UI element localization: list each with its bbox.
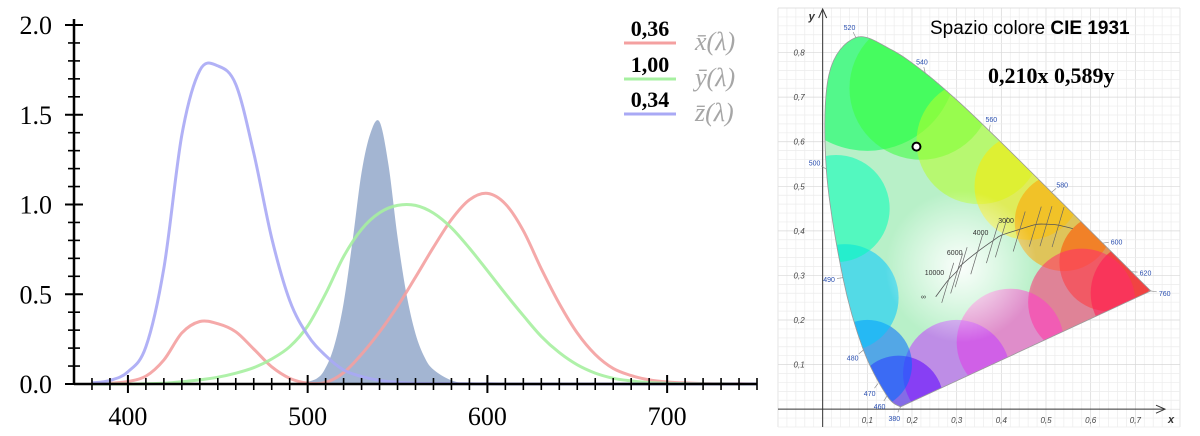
tick-layer: 0.0 0.5 1.0 1.5 2.0 400 500 600 700: [20, 11, 758, 431]
legend: 0,36 x̄(λ) 1,00 ȳ(λ) 0,34 z̄(λ): [624, 16, 735, 127]
wavelength-tick: [1051, 188, 1057, 193]
y-tick-label: 2.0: [20, 11, 53, 40]
wavelength-tick: [1102, 241, 1109, 244]
y-axis-label: y: [808, 11, 816, 23]
isotherm-line: [1012, 211, 1026, 252]
series-y-line: [91, 202, 757, 386]
isotherm-line: [954, 247, 968, 288]
wavelength-tick: [852, 32, 857, 38]
x-tick-label: 0,5: [1040, 416, 1052, 425]
x-tick-label: 400: [108, 402, 147, 431]
wavelength-label: 580: [1056, 182, 1068, 189]
legend-label-x: x̄(λ): [694, 27, 735, 56]
wavelength-label: 560: [986, 117, 998, 124]
y-tick-label: 1.0: [20, 191, 53, 220]
isotherm-line: [950, 253, 964, 294]
x-axis-arrow: [1155, 404, 1167, 414]
x-tick-label: 500: [288, 402, 327, 431]
x-tick-label: 0,4: [996, 416, 1008, 425]
wavelength-tick: [836, 277, 843, 279]
x-tick-label: 700: [648, 402, 687, 431]
isotherm-line: [970, 234, 984, 275]
wavelength-tick: [1150, 290, 1157, 293]
wavelength-tick: [874, 383, 879, 389]
x-tick-label: 600: [468, 402, 507, 431]
planckian-locus: 10000 6000 4000 3000 ∞: [921, 206, 1073, 303]
x-axis-label: x: [1167, 414, 1175, 426]
isotherm-line: [1028, 206, 1042, 247]
legend-value-z: 0,34: [631, 87, 670, 112]
x-tick-label: 0,2: [906, 416, 918, 425]
y-tick-label: 0.5: [20, 280, 53, 309]
diagram-title-bold: CIE 1931: [1050, 18, 1130, 39]
y-tick-label: 0,5: [794, 182, 806, 191]
x-tick-label: 0,7: [1130, 416, 1142, 425]
spectral-locus-outline: [824, 36, 1152, 408]
diagram-tick-labels: 0,1 0,2 0,3 0,4 0,5 0,6 0,7 0,1 0,2 0,3 0,4 0,5 0,6 0…: [794, 49, 1142, 426]
y-tick-label: 0,2: [794, 316, 806, 325]
wavelength-label: 460: [874, 404, 886, 411]
y-tick-label: 1.5: [20, 101, 53, 130]
wavelength-label: 620: [1140, 270, 1152, 277]
wavelength-label: 380: [889, 416, 901, 423]
series-spectrum-area: [298, 120, 470, 384]
cct-label: 3000: [998, 218, 1014, 225]
legend-label-z: z̄(λ): [694, 98, 734, 127]
isotherm-line: [1039, 206, 1053, 247]
wavelength-tick: [989, 124, 991, 131]
diagram-title: Spazio colore CIE 1931: [930, 18, 1130, 39]
series-x-line: [91, 191, 758, 386]
cct-label: 4000: [973, 230, 989, 237]
wavelength-label: 480: [847, 356, 859, 363]
legend-value-y: 1,00: [631, 52, 670, 77]
y-tick-label: 0.0: [20, 370, 53, 399]
wavelength-label: 760: [1159, 291, 1171, 298]
spectrum-area-layer: [298, 120, 470, 384]
isotherm-line: [986, 223, 999, 264]
legend-label-y: ȳ(λ): [692, 63, 735, 92]
planckian-curve: [935, 223, 1073, 298]
diagram-axes: yx: [778, 7, 1175, 427]
diagram-title-prefix: Spazio colore: [930, 18, 1050, 39]
y-tick-label: 0,6: [794, 138, 806, 147]
cct-label: 10000: [925, 270, 945, 277]
x-tick-label: 0,1: [862, 416, 873, 425]
wavelength-tick: [897, 406, 901, 413]
wavelength-tick: [923, 67, 926, 74]
wavelength-tick: [821, 165, 827, 170]
cct-label: 6000: [947, 250, 963, 257]
y-tick-label: 0,8: [794, 49, 806, 58]
x-tick-label: 0,3: [951, 416, 963, 425]
marker-layer: [911, 141, 922, 152]
x-tick-label: 0,6: [1085, 416, 1097, 425]
legend-value-x: 0,36: [631, 16, 670, 41]
wavelength-label: 490: [823, 277, 835, 284]
y-axis-arrow: [818, 7, 828, 19]
isotherm-line: [994, 217, 1008, 258]
y-tick-label: 0,4: [794, 227, 806, 236]
chromaticity-marker: [911, 141, 922, 152]
y-tick-label: 0,7: [794, 93, 806, 102]
y-tick-label: 0,1: [794, 361, 805, 370]
wavelength-label: 500: [809, 161, 821, 168]
wavelength-label: 470: [864, 391, 876, 398]
gamut-color-blob: [824, 154, 890, 263]
chromaticity-readout: 0,210x 0,589y: [988, 63, 1115, 88]
wavelength-tick: [858, 349, 864, 355]
isotherm-line: [941, 262, 955, 303]
wavelength-label: 540: [916, 59, 928, 66]
wavelength-label: 520: [844, 25, 856, 32]
y-tick-label: 0,3: [794, 271, 806, 280]
cct-label: ∞: [921, 294, 926, 301]
isotherm-line: [1051, 206, 1065, 248]
color-matching-functions-chart: 0.0 0.5 1.0 1.5 2.0 400 500 600 700 0,36 x̄(λ) 1…: [20, 11, 758, 431]
wavelength-label: 600: [1111, 239, 1123, 246]
wavelength-tick: [883, 395, 888, 402]
